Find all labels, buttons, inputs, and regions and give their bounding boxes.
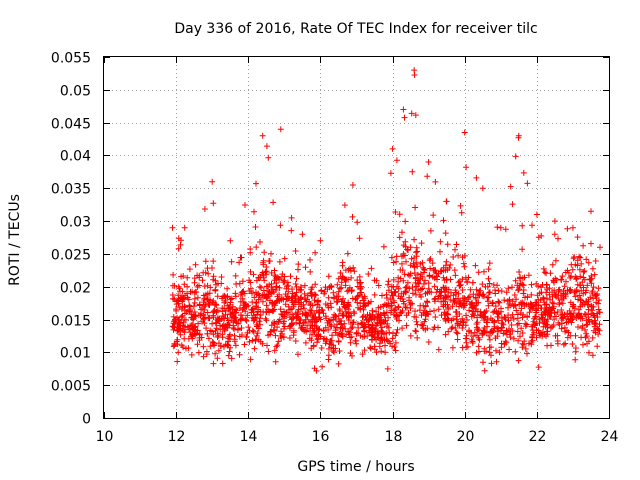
grid bbox=[104, 57, 609, 418]
y-tick-label: 0.04 bbox=[60, 149, 91, 165]
y-tick-labels: 0 0.005 0.01 0.015 0.02 0.025 0.03 0.035 0.04 0.0… bbox=[51, 51, 91, 428]
x-tick-label: 16 bbox=[312, 429, 330, 445]
data-points bbox=[169, 67, 603, 374]
tick-marks bbox=[104, 57, 610, 419]
y-tick-label: 0.015 bbox=[51, 314, 91, 330]
chart-title: Day 336 of 2016, Rate Of TEC Index for r… bbox=[174, 21, 537, 37]
x-axis-label: GPS time / hours bbox=[297, 459, 414, 475]
y-tick-label: 0.045 bbox=[51, 117, 91, 133]
plot-frame bbox=[103, 56, 610, 419]
scatter-series-roti bbox=[169, 67, 603, 374]
y-tick-label: 0.03 bbox=[60, 215, 91, 231]
y-tick-label: 0.02 bbox=[60, 281, 91, 297]
y-tick-label: 0.025 bbox=[51, 248, 91, 264]
x-tick-label: 18 bbox=[385, 429, 403, 445]
y-tick-label: 0.05 bbox=[60, 84, 91, 100]
x-tick-label: 20 bbox=[457, 429, 475, 445]
x-tick-label: 12 bbox=[168, 429, 186, 445]
y-tick-label: 0.01 bbox=[60, 346, 91, 362]
x-tick-label: 22 bbox=[529, 429, 547, 445]
y-axis-label: ROTI / TECUs bbox=[7, 194, 23, 286]
x-tick-label: 24 bbox=[601, 429, 619, 445]
y-tick-label: 0.005 bbox=[51, 379, 91, 395]
x-tick-labels: 10 12 14 16 18 20 22 24 bbox=[96, 429, 619, 445]
y-tick-label: 0 bbox=[82, 412, 91, 428]
x-tick-label: 14 bbox=[240, 429, 258, 445]
y-tick-label: 0.055 bbox=[51, 51, 91, 67]
x-tick-label: 10 bbox=[96, 429, 114, 445]
y-tick-label: 0.035 bbox=[51, 182, 91, 198]
